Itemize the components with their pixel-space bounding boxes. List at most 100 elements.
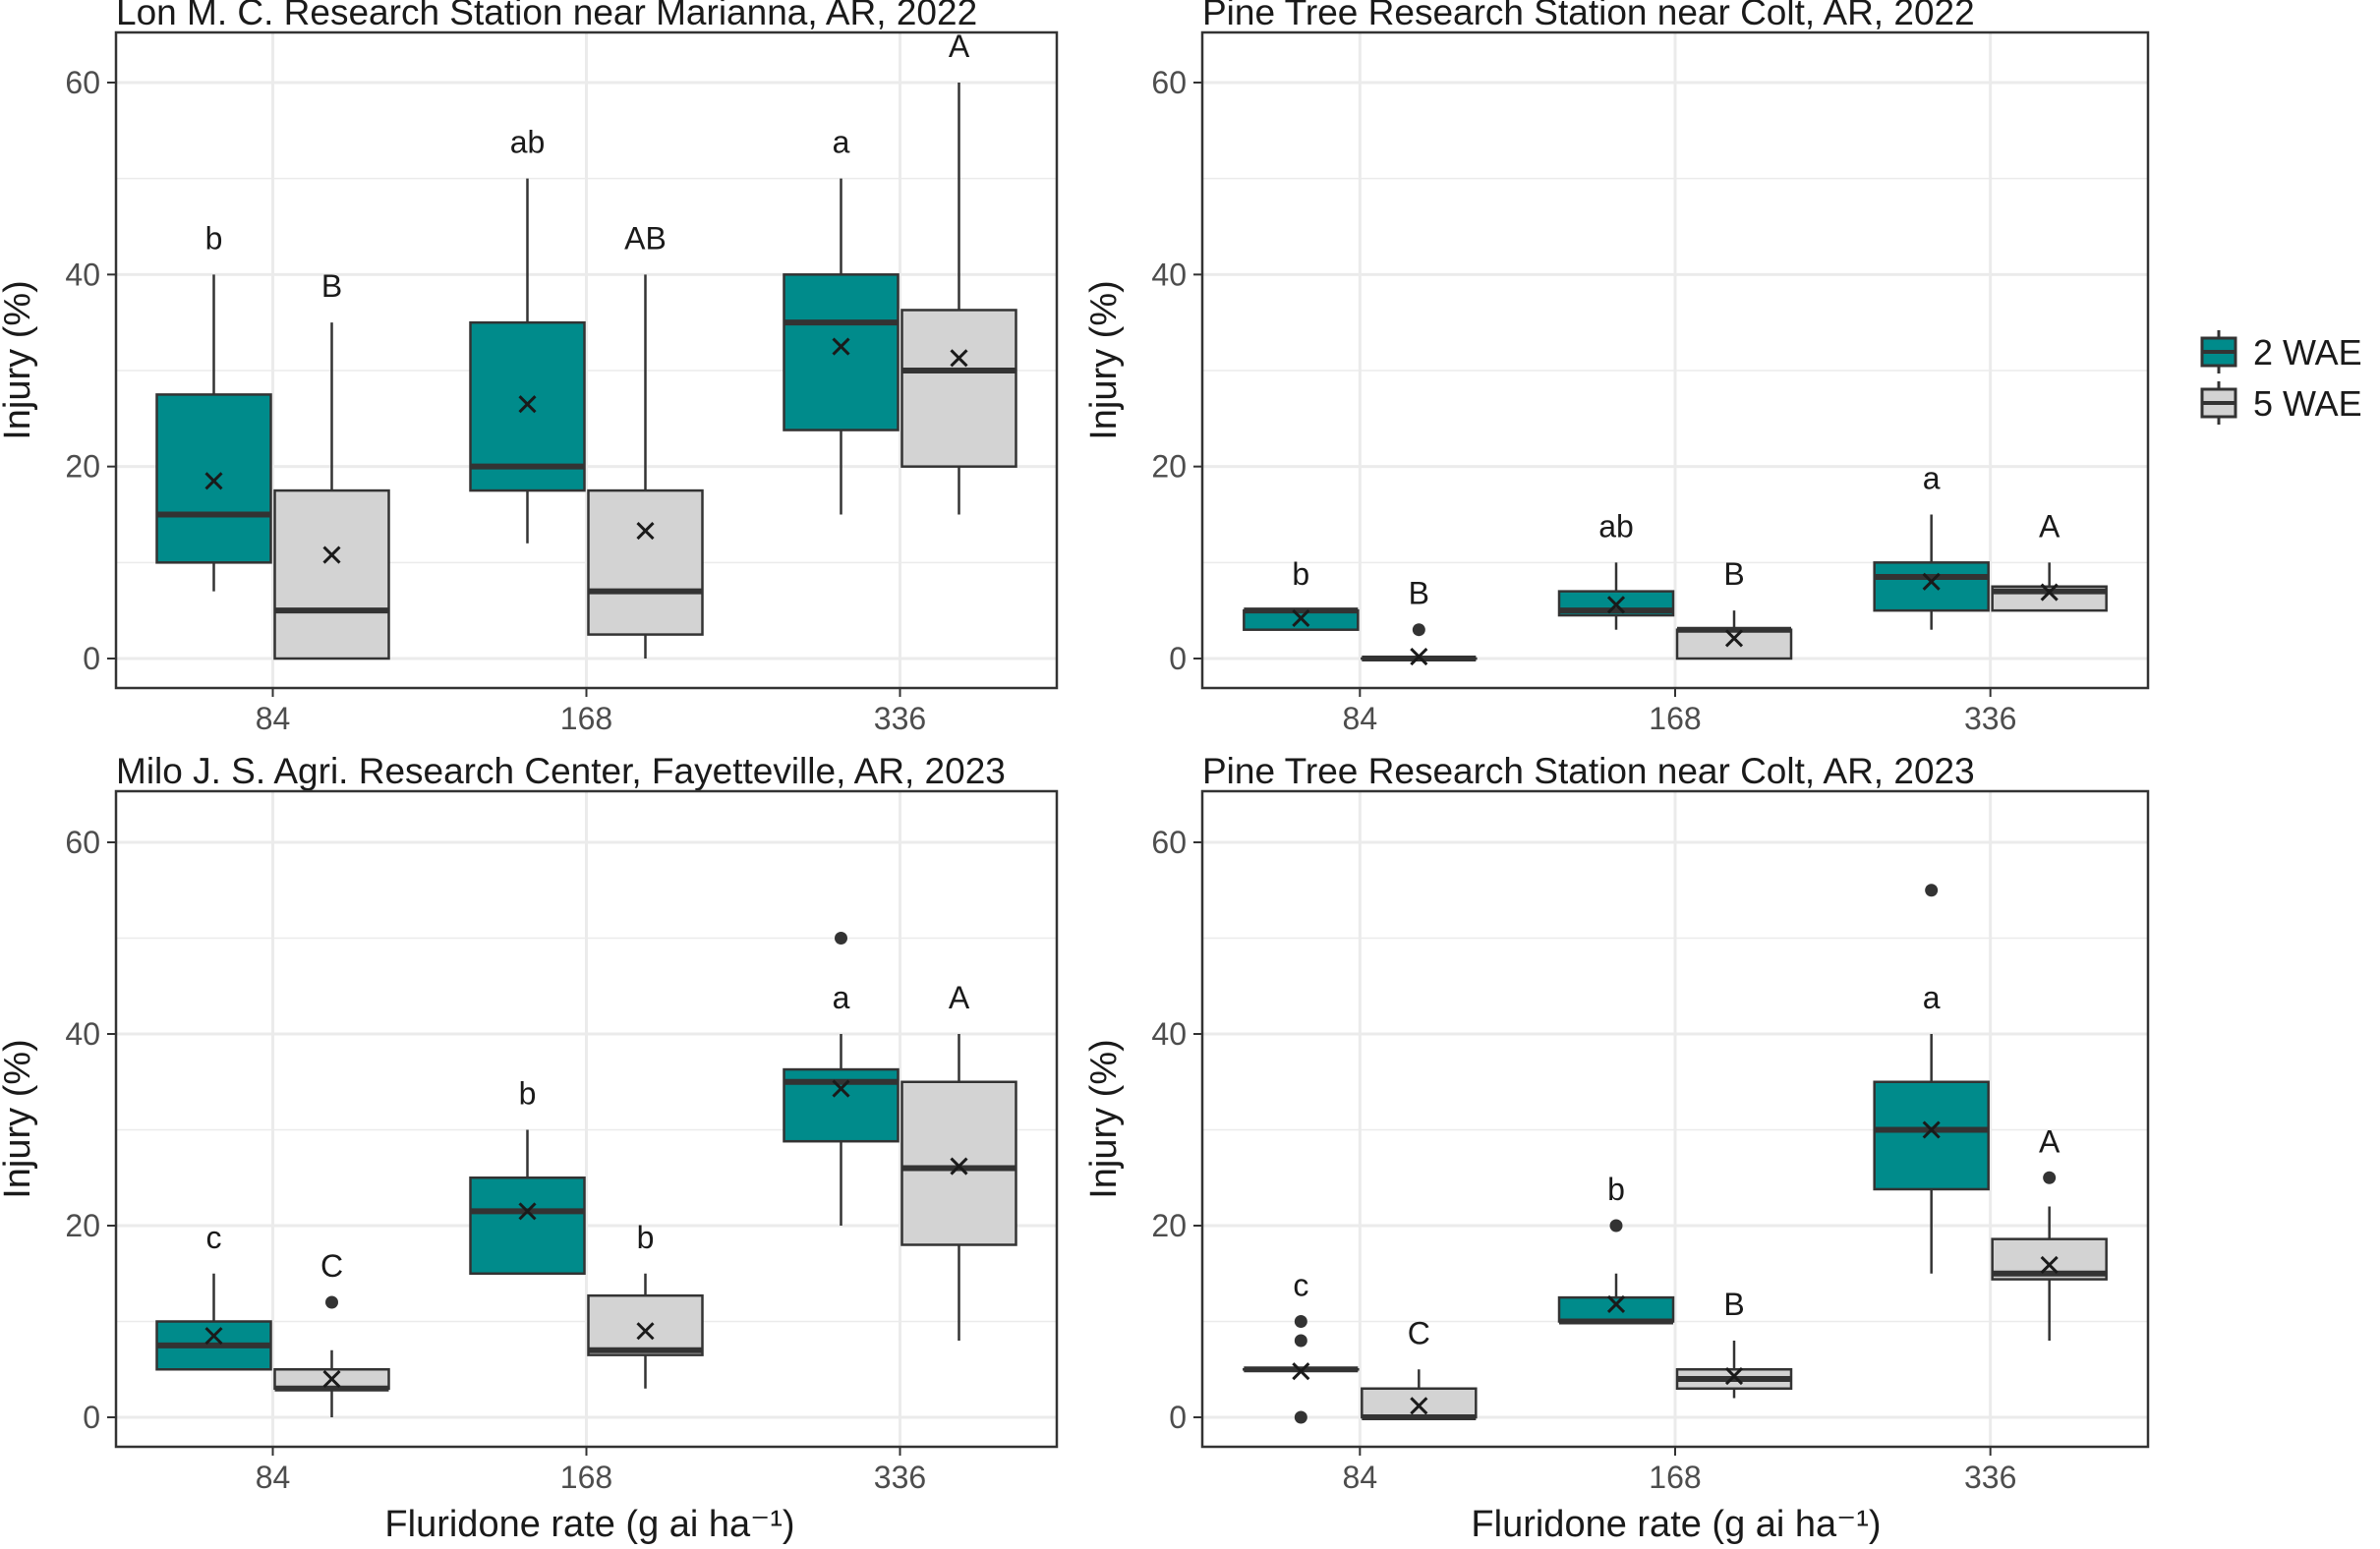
mean-marker [518, 1202, 537, 1221]
box-2wae-168: b [1557, 1172, 1675, 1325]
x-axis-title-right: Fluridone rate (g ai ha⁻¹) [1471, 1504, 1881, 1545]
significance-letter: A [949, 980, 970, 1015]
legend-label-2wae: 2 WAE [2253, 332, 2362, 373]
legend: 2 WAE 5 WAE [2200, 330, 2362, 425]
significance-letter: a [1923, 980, 1941, 1015]
significance-letter: ab [1598, 508, 1634, 544]
significance-letter: ab [510, 125, 546, 160]
box-5wae-336: A [1991, 1123, 2108, 1341]
outlier-point [1294, 1410, 1307, 1424]
box-5wae-336: A [900, 980, 1017, 1341]
box-2wae-168: b [469, 1076, 586, 1275]
outlier-point [325, 1295, 338, 1309]
x-axis-title-left: Fluridone rate (g ai ha⁻¹) [384, 1504, 794, 1545]
x-tick-label: 168 [560, 1460, 612, 1495]
panel-4: 0 20 40 60 84 168 336 Pine Tree Research Statio… [1083, 751, 2150, 1495]
x-tick-label: 84 [1343, 701, 1378, 736]
legend-item-2wae: 2 WAE [2200, 330, 2362, 373]
legend-label-5wae: 5 WAE [2253, 383, 2362, 424]
box-2wae-84: b [155, 220, 272, 592]
significance-letter: A [2039, 1123, 2061, 1159]
panel-title: Pine Tree Research Station near Colt, AR… [1202, 0, 1975, 32]
iqr-box [469, 320, 586, 492]
x-tick-label: 336 [874, 1460, 926, 1495]
iqr-box [783, 273, 900, 431]
mean-marker [1606, 596, 1626, 614]
mean-marker [636, 1322, 655, 1341]
y-tick-label: 40 [65, 1016, 100, 1052]
significance-letter: c [1293, 1268, 1308, 1303]
box-2wae-336: a [1873, 884, 1990, 1274]
x-tick-label: 168 [1649, 701, 1701, 736]
box-5wae-168: AB [587, 220, 704, 659]
mean-marker [832, 1079, 850, 1098]
iqr-box [1361, 1387, 1478, 1419]
mean-marker [1724, 629, 1744, 648]
significance-letter: a [833, 980, 850, 1015]
box-5wae-336: A [1991, 508, 2108, 612]
y-tick-label: 0 [83, 1400, 100, 1435]
box-2wae-336: a [783, 125, 900, 515]
panels-layer: 0 20 40 60 84 168 336 Lon M. C. Research Statio… [0, 0, 2150, 1495]
x-tick-label: 336 [1964, 701, 2016, 736]
mean-marker [1922, 1120, 1941, 1139]
y-tick-label: 60 [65, 65, 100, 100]
mean-marker [950, 1157, 968, 1176]
iqr-box [1675, 628, 1793, 660]
x-tick-label: 336 [874, 701, 926, 736]
box-2wae-336: a [783, 932, 900, 1226]
significance-letter: b [519, 1076, 537, 1112]
iqr-box [155, 393, 272, 564]
significance-letter: B [321, 268, 342, 304]
box-2wae-84: b [1243, 556, 1360, 631]
y-tick-label: 20 [65, 449, 100, 485]
box-5wae-168: b [587, 1220, 704, 1389]
mean-marker [1606, 1294, 1626, 1314]
mean-marker [832, 337, 850, 356]
significance-letter: C [1408, 1315, 1430, 1350]
x-tick-label: 168 [560, 701, 612, 736]
panel-title: Milo J. S. Agri. Research Center, Fayett… [116, 751, 1006, 791]
significance-letter: b [1292, 556, 1309, 592]
y-axis-title: Injury (%) [0, 1039, 38, 1199]
panel-title: Lon M. C. Research Station near Marianna… [116, 0, 977, 32]
significance-letter: b [637, 1220, 655, 1255]
outlier-point [1294, 1315, 1307, 1328]
legend-item-5wae: 5 WAE [2200, 381, 2362, 425]
y-tick-label: 40 [65, 257, 100, 292]
mean-marker [518, 395, 537, 414]
x-tick-label: 84 [256, 1460, 291, 1495]
box-5wae-84: B [273, 268, 390, 660]
box-2wae-168: ab [1557, 508, 1675, 630]
box-5wae-84: C [273, 1248, 390, 1417]
iqr-box [900, 309, 1017, 468]
iqr-box [587, 1293, 704, 1356]
box-5wae-84: B [1361, 576, 1478, 666]
mean-marker [1410, 1397, 1428, 1415]
panel-1: 0 20 40 60 84 168 336 Lon M. C. Research Statio… [0, 0, 1059, 736]
y-axis-title: Injury (%) [0, 280, 38, 440]
x-tick-label: 336 [1964, 1460, 2016, 1495]
x-tick-label: 84 [1343, 1460, 1378, 1495]
panel-border [1200, 789, 2150, 1449]
y-tick-label: 60 [1151, 65, 1187, 100]
panel-3: 0 20 40 60 84 168 336 Milo J. S. Agri. Research… [0, 751, 1059, 1495]
outlier-point [835, 932, 847, 945]
outlier-point [1609, 1219, 1623, 1233]
mean-marker [1724, 1367, 1744, 1386]
outlier-point [2043, 1171, 2057, 1184]
mean-marker [636, 522, 655, 541]
significance-letter: A [2039, 508, 2061, 544]
y-axis-title: Injury (%) [1083, 280, 1125, 440]
significance-letter: B [1723, 556, 1744, 592]
box-5wae-168: B [1675, 556, 1793, 660]
y-tick-label: 0 [1169, 1400, 1187, 1435]
mean-marker [204, 1327, 223, 1346]
iqr-box [273, 488, 390, 660]
significance-letter: a [833, 125, 850, 160]
mean-marker [322, 545, 341, 564]
y-tick-label: 40 [1151, 257, 1187, 292]
x-tick-label: 168 [1649, 1460, 1701, 1495]
significance-letter: c [206, 1220, 222, 1255]
box-5wae-168: B [1675, 1287, 1793, 1399]
